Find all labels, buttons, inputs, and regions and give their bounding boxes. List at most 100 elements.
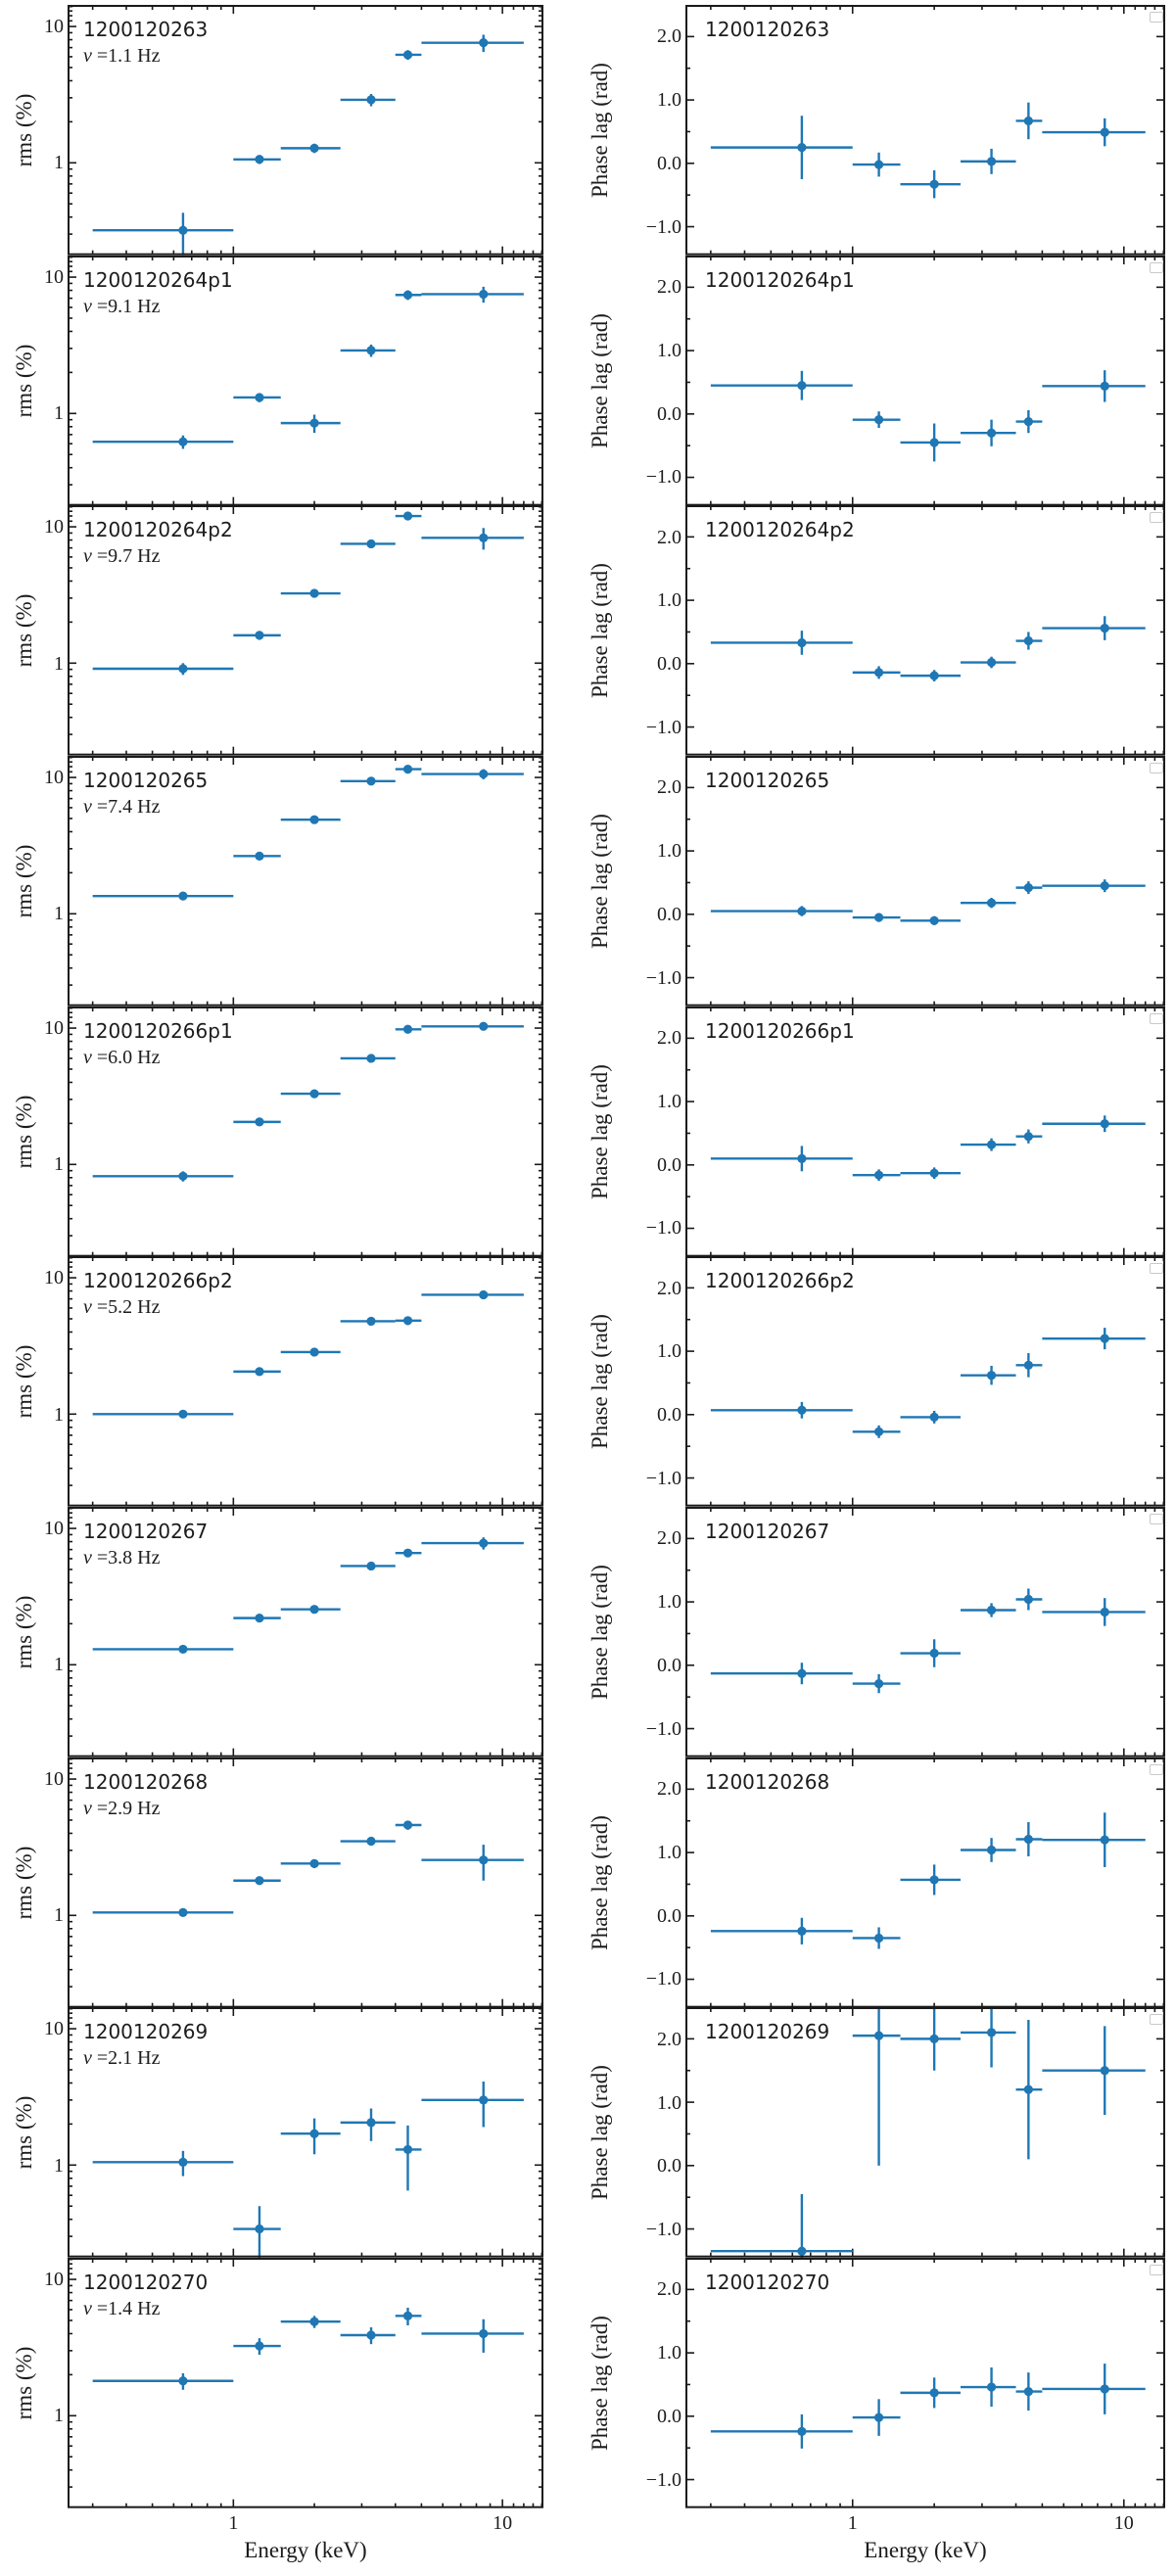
y-axis-label-rms: rms (%) xyxy=(12,1595,36,1669)
data-point xyxy=(178,1410,188,1420)
data-point xyxy=(402,290,413,300)
data-point xyxy=(1023,2387,1033,2397)
ytick-label-rms: 10 xyxy=(44,2018,64,2040)
ytick-label-rms: 1 xyxy=(54,1904,64,1927)
panel-frame xyxy=(685,2007,1165,2259)
data-point xyxy=(479,1854,489,1865)
ytick-label-rms: 10 xyxy=(44,1767,64,1790)
empty-legend-box xyxy=(1150,2265,1163,2276)
ytick-label-phase: 2.0 xyxy=(657,276,682,299)
data-point xyxy=(929,1168,939,1178)
obsid-label: 1200120264p2 xyxy=(83,518,233,542)
data-point xyxy=(178,891,188,901)
qpo-frequency-label: ν =5.2 Hz xyxy=(83,1296,161,1319)
phase-lag-panel-1200120266p1 xyxy=(685,1006,1165,1257)
data-point xyxy=(366,95,376,105)
obsid-label: 1200120264p1 xyxy=(83,267,233,292)
y-axis-label-phase-lag: Phase lag (rad) xyxy=(588,2315,612,2451)
y-axis-label-rms: rms (%) xyxy=(12,593,36,668)
data-point xyxy=(479,534,489,543)
ytick-label-phase: 2.0 xyxy=(657,1778,682,1801)
obsid-label: 1200120268 xyxy=(83,1769,209,1794)
data-point xyxy=(873,414,884,424)
data-point xyxy=(873,1933,884,1943)
obsid-label: 1200120265 xyxy=(705,769,830,793)
qpo-frequency-label: ν =1.1 Hz xyxy=(83,45,161,67)
data-point xyxy=(929,438,939,447)
ytick-label-rms: 10 xyxy=(44,1267,64,1289)
data-point xyxy=(797,380,807,390)
ytick-label-phase: −1.0 xyxy=(645,1217,682,1240)
y-axis-label-rms: rms (%) xyxy=(12,344,36,417)
data-point xyxy=(309,1089,319,1099)
data-point xyxy=(479,38,489,48)
qpo-frequency-label: ν =9.7 Hz xyxy=(83,545,161,568)
data-point xyxy=(986,1140,997,1149)
data-point xyxy=(1100,1334,1109,1344)
qpo-frequency-label: ν =2.1 Hz xyxy=(83,2047,161,2070)
data-point xyxy=(986,2028,997,2037)
panel-frame xyxy=(685,5,1165,256)
data-point xyxy=(479,769,489,779)
data-point xyxy=(1100,1118,1109,1129)
data-point xyxy=(986,1845,997,1854)
data-point xyxy=(255,1367,264,1377)
xtick-label-1: 1 xyxy=(228,2512,239,2534)
phase-lag-panel-1200120267 xyxy=(685,1507,1165,1757)
qpo-frequency-label: ν =6.0 Hz xyxy=(83,1046,161,1068)
data-point xyxy=(797,907,807,916)
data-point xyxy=(402,50,413,60)
ytick-label-phase: 0.0 xyxy=(657,903,682,925)
ytick-label-phase: 2.0 xyxy=(657,1027,682,1050)
panel-frame xyxy=(68,1507,543,1757)
data-point xyxy=(1023,2084,1033,2095)
phase-lag-panel-1200120265 xyxy=(685,756,1165,1007)
data-point xyxy=(873,913,884,922)
data-point xyxy=(929,179,939,189)
obsid-label: 1200120270 xyxy=(83,2271,209,2295)
data-point xyxy=(986,658,997,668)
data-point xyxy=(929,1648,939,1659)
ytick-label-phase: 1.0 xyxy=(657,1090,682,1112)
data-point xyxy=(178,1907,188,1917)
data-point xyxy=(178,1644,188,1655)
data-point xyxy=(1023,1131,1033,1142)
obsid-label: 1200120264p2 xyxy=(705,518,855,542)
ytick-label-rms: 10 xyxy=(44,767,64,789)
ytick-label-phase: −1.0 xyxy=(645,1968,682,1991)
ytick-label-phase: 2.0 xyxy=(657,2028,682,2050)
ytick-label-phase: 0.0 xyxy=(657,653,682,676)
qpo-frequency-label: ν =9.1 Hz xyxy=(83,295,161,317)
obsid-label: 1200120267 xyxy=(705,1520,830,1544)
data-point xyxy=(1100,1607,1109,1617)
data-point xyxy=(797,1406,807,1416)
data-point xyxy=(797,638,807,648)
rms-panel-1200120269 xyxy=(68,2007,543,2259)
qpo-frequency-label: ν =1.4 Hz xyxy=(83,2298,161,2320)
ytick-label-phase: 0.0 xyxy=(657,1404,682,1427)
data-point xyxy=(479,2328,489,2339)
ytick-label-rms: 10 xyxy=(44,1016,64,1039)
panel-frame xyxy=(68,2258,543,2508)
data-point xyxy=(309,1605,319,1615)
y-axis-label-rms: rms (%) xyxy=(12,1344,36,1419)
data-point xyxy=(479,1290,489,1300)
rms-panel-1200120270 xyxy=(68,2258,543,2508)
data-point xyxy=(366,539,376,549)
data-point xyxy=(986,1605,997,1616)
data-point xyxy=(479,289,489,299)
ytick-label-phase: 0.0 xyxy=(657,1904,682,1927)
ytick-label-rms: 10 xyxy=(44,265,64,288)
empty-legend-box xyxy=(1150,763,1163,774)
data-point xyxy=(366,1836,376,1846)
y-axis-label-phase-lag: Phase lag (rad) xyxy=(588,312,612,448)
empty-legend-box xyxy=(1150,512,1163,524)
data-point xyxy=(178,225,188,235)
data-point xyxy=(797,2247,807,2257)
panel-frame xyxy=(685,756,1165,1007)
phase-lag-panel-1200120268 xyxy=(685,1756,1165,2008)
data-point xyxy=(255,393,264,402)
data-point xyxy=(929,2388,939,2398)
empty-legend-box xyxy=(1150,1763,1163,1775)
obsid-label: 1200120264p1 xyxy=(705,267,855,292)
